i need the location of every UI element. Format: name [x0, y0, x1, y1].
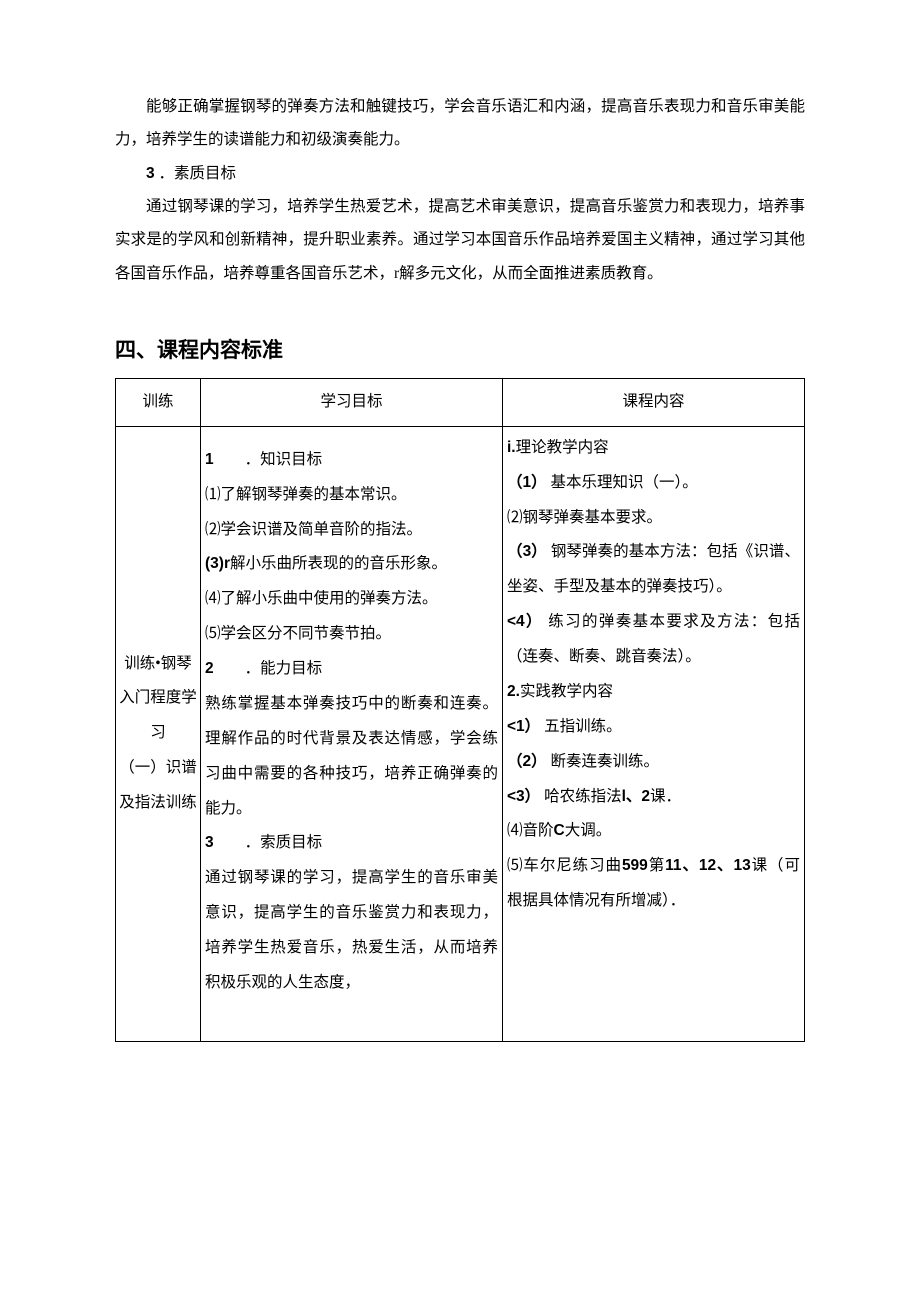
goal1-item4: ⑷了解小乐曲中使用的弹奏方法。	[205, 582, 498, 617]
table-header-row: 训练 学习目标 课程内容	[116, 378, 805, 426]
goal3-heading-cell: 3 ．索质目标	[205, 826, 498, 861]
content-item4: <4） 练习的弹奏基本要求及方法：包括（连奏、断奏、跳音奏法）。	[507, 605, 800, 675]
practice-item5: ⑸车尔尼练习曲599第11、12、13课（可根据具体情况有所增减）．	[507, 849, 800, 919]
p4-txt-a: ⑷音阶	[507, 822, 554, 839]
c4-txt: 练习的弹奏基本要求及方法：包括（连奏、断奏、跳音奏法）。	[507, 613, 800, 665]
th-content: 课程内容	[503, 378, 805, 426]
p1-txt: 五指训练。	[540, 718, 621, 735]
c3-num: （3）	[507, 543, 547, 560]
cell-content: i.理论教学内容 （1） 基本乐理知识（一）。 ⑵钢琴弹奏基本要求。 （3） 钢…	[503, 426, 805, 1041]
p4-txt-b: C	[554, 822, 565, 839]
goal1-item2: ⑵学会识谱及简单音阶的指法。	[205, 513, 498, 548]
p1-num: <1）	[507, 718, 540, 735]
c3-txt: 钢琴弹奏的基本方法：包括《识谱、坐姿、手型及基本的弹奏技巧）。	[507, 543, 800, 595]
goal3-title-cell: ．索质目标	[214, 834, 323, 851]
goal1-num: 1	[205, 451, 214, 468]
content-standard-table: 训练 学习目标 课程内容 训练•钢琴入门程度学习 （一）识谱及指法训练 1 ．知…	[115, 378, 805, 1042]
content-2-text: 实践教学内容	[520, 683, 613, 700]
goal2-para: 熟练掌握基本弹奏技巧中的断奏和连奏。理解作品的时代背景及表达情感，学会练习曲中需…	[205, 687, 498, 827]
content-item3: （3） 钢琴弹奏的基本方法：包括《识谱、坐姿、手型及基本的弹奏技巧）。	[507, 535, 800, 605]
intro-paragraph: 能够正确掌握钢琴的弹奏方法和触键技巧，学会音乐语汇和内涵，提高音乐表现力和音乐审…	[115, 90, 805, 157]
practice-item2: （2） 断奏连奏训练。	[507, 745, 800, 780]
p2-num: （2）	[507, 753, 547, 770]
c1-num: （1）	[507, 474, 547, 491]
p5-txt-b: 599	[622, 857, 648, 874]
goal1-item3-num: (3)r	[205, 555, 230, 572]
practice-item3: <3） 哈农练指法l、2课．	[507, 780, 800, 815]
goal1-title: ．知识目标	[214, 451, 323, 468]
content-i-label: i.	[507, 439, 516, 456]
goal3-title-text: ．素质目标	[155, 165, 236, 182]
goal2-heading: 2 ．能力目标	[205, 652, 498, 687]
goal1-heading: 1 ．知识目标	[205, 443, 498, 478]
content-2-heading: 2.实践教学内容	[507, 675, 800, 710]
p3-txt-c: 课．	[650, 788, 681, 805]
th-train: 训练	[116, 378, 201, 426]
goal3-num-cell: 3	[205, 834, 214, 851]
th-goal: 学习目标	[201, 378, 503, 426]
train-text: 训练•钢琴入门程度学习 （一）识谱及指法训练	[119, 655, 197, 812]
goal2-title: ．能力目标	[214, 660, 323, 677]
cell-train: 训练•钢琴入门程度学习 （一）识谱及指法训练	[116, 426, 201, 1041]
p3-txt-a: 哈农练指法	[540, 788, 621, 805]
table-row: 训练•钢琴入门程度学习 （一）识谱及指法训练 1 ．知识目标 ⑴了解钢琴弹奏的基…	[116, 426, 805, 1041]
document-page: 能够正确掌握钢琴的弹奏方法和触键技巧，学会音乐语汇和内涵，提高音乐表现力和音乐审…	[0, 0, 920, 1242]
c4-num: <4）	[507, 613, 543, 630]
p3-txt-b: l、2	[622, 788, 650, 805]
p4-txt-c: 大调。	[565, 822, 612, 839]
p3-num: <3）	[507, 788, 540, 805]
p5-txt-c: 第	[648, 857, 665, 874]
p2-txt: 断奏连奏训练。	[547, 753, 659, 770]
goal1-item3: (3)r解小乐曲所表现的的音乐形象。	[205, 547, 498, 582]
cell-goal: 1 ．知识目标 ⑴了解钢琴弹奏的基本常识。 ⑵学会识谱及简单音阶的指法。 (3)…	[201, 426, 503, 1041]
content-item2: ⑵钢琴弹奏基本要求。	[507, 501, 800, 536]
section4-title: 四、课程内容标准	[115, 334, 805, 364]
content-i-heading: i.理论教学内容	[507, 431, 800, 466]
goal1-item3-txt: 解小乐曲所表现的的音乐形象。	[230, 555, 447, 572]
content-2-label: 2.	[507, 683, 520, 700]
practice-item1: <1） 五指训练。	[507, 710, 800, 745]
content-item1: （1） 基本乐理知识（一）。	[507, 466, 800, 501]
practice-item4: ⑷音阶C大调。	[507, 814, 800, 849]
c1-txt: 基本乐理知识（一）。	[547, 474, 698, 491]
goal2-num: 2	[205, 660, 214, 677]
goal3-heading: 3 ．素质目标	[115, 157, 805, 190]
goal1-item5: ⑸学会区分不同节奏节拍。	[205, 617, 498, 652]
content-i-text: 理论教学内容	[516, 439, 609, 456]
p5-txt-d: 11、12、13	[665, 857, 751, 874]
goal3-number: 3	[146, 165, 155, 182]
goal3-para-cell: 通过钢琴课的学习，提高学生的音乐审美意识，提高学生的音乐鉴赏力和表现力，培养学生…	[205, 861, 498, 1001]
goal1-item1: ⑴了解钢琴弹奏的基本常识。	[205, 478, 498, 513]
p5-txt-a: ⑸车尔尼练习曲	[507, 857, 622, 874]
goal3-paragraph: 通过钢琴课的学习，培养学生热爱艺术，提高艺术审美意识，提高音乐鉴赏力和表现力，培…	[115, 190, 805, 290]
